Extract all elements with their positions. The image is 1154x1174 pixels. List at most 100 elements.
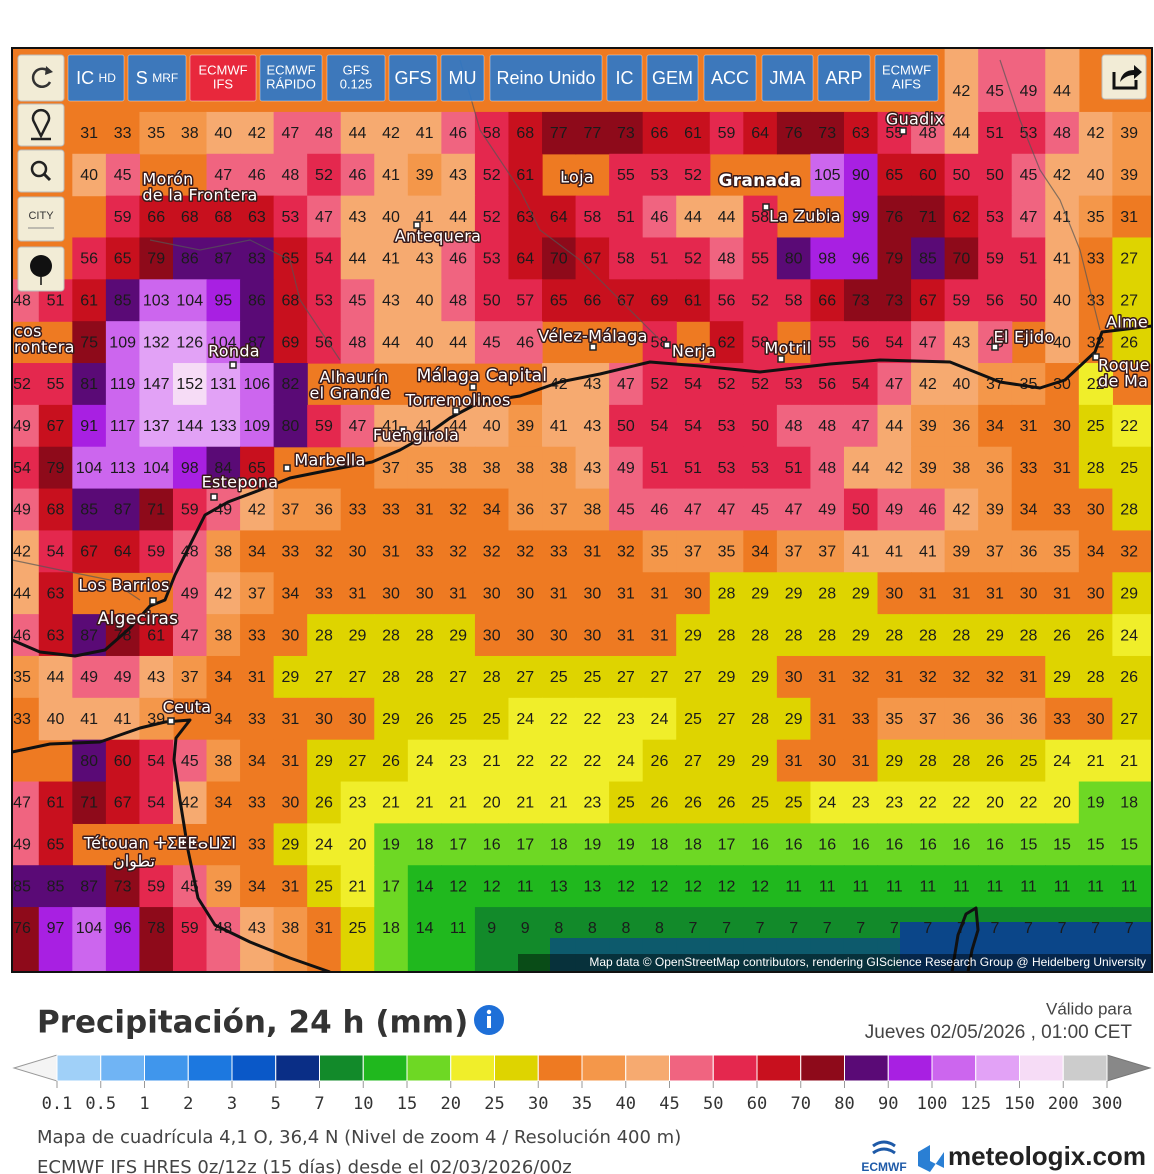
grid-cell <box>911 446 946 490</box>
legend-swatch <box>537 1054 583 1082</box>
grid-value: 65 <box>550 292 568 309</box>
grid-cell <box>676 865 711 908</box>
grid-value: 45 <box>349 292 367 309</box>
grid-value: 21 <box>382 795 400 812</box>
grid-cell <box>877 279 912 322</box>
grid-cell <box>172 404 208 448</box>
grid-cell <box>776 823 812 866</box>
model-button[interactable]: IC HD <box>67 54 125 102</box>
grid-value: 7 <box>789 920 798 937</box>
grid-value: 21 <box>516 795 534 812</box>
grid-cell <box>12 404 40 448</box>
grid-value: 41 <box>852 544 870 561</box>
grid-cell <box>978 279 1013 322</box>
grid-value: 47 <box>885 376 903 393</box>
grid-cell <box>206 530 241 573</box>
grid-cell <box>307 195 342 239</box>
info-button[interactable] <box>474 1005 504 1035</box>
grid-value: 34 <box>214 795 232 812</box>
grid-value: 32 <box>1120 544 1138 561</box>
share-button[interactable] <box>1101 54 1147 100</box>
grid-value: 35 <box>1087 209 1105 226</box>
grid-value: 34 <box>248 544 266 561</box>
grid-value: 39 <box>986 502 1004 519</box>
grid-value: 83 <box>248 251 266 268</box>
grid-value: 79 <box>147 251 165 268</box>
grid-cell <box>1078 823 1113 866</box>
legend-label: 0.5 <box>85 1094 116 1114</box>
model-button[interactable]: Reino Unido <box>489 54 603 102</box>
location-button[interactable] <box>17 103 65 147</box>
city-toggle: CITY <box>28 210 54 222</box>
model-button[interactable]: JMA <box>761 54 814 102</box>
grid-value: 48 <box>718 251 736 268</box>
brand-logo[interactable]: meteologix.com <box>918 1141 1146 1172</box>
grid-value: 31 <box>382 544 400 561</box>
grid-cell <box>72 488 107 532</box>
grid-value: 43 <box>583 460 601 477</box>
grid-value: 27 <box>516 669 534 686</box>
grid-value: 54 <box>147 795 165 812</box>
grid-value: 24 <box>1053 753 1071 770</box>
grid-value: 25 <box>349 920 367 937</box>
grid-cell <box>273 237 308 280</box>
model-button[interactable]: IC <box>606 54 643 102</box>
grid-value: 28 <box>953 627 971 644</box>
model-button[interactable]: MU <box>440 54 485 102</box>
grid-value: 53 <box>718 460 736 477</box>
grid-value: 32 <box>986 669 1004 686</box>
grid-cell <box>676 614 711 657</box>
grid-value: 25 <box>483 711 501 728</box>
legend-swatch <box>275 1054 320 1082</box>
grid-value: 65 <box>282 251 300 268</box>
grid-cell <box>743 195 778 239</box>
grid-value: 37 <box>986 544 1004 561</box>
grid-cell <box>642 279 677 322</box>
grid-value: 40 <box>1053 334 1071 351</box>
refresh-button[interactable] <box>17 54 65 102</box>
grid-value: 11 <box>987 878 1004 895</box>
grid-value: 67 <box>617 292 635 309</box>
grid-value: 39 <box>919 418 937 435</box>
zoom-button[interactable] <box>17 149 65 193</box>
grid-value: 59 <box>181 920 199 937</box>
grid-value: 79 <box>47 460 65 477</box>
city-dot <box>899 127 907 135</box>
grid-value: 42 <box>1053 167 1071 184</box>
place-label: de la Frontera <box>142 186 257 205</box>
grid-cell <box>709 572 744 615</box>
grid-cell <box>340 488 375 532</box>
grid-cell <box>12 572 40 615</box>
grid-cell <box>105 907 141 972</box>
grid-value: 28 <box>1087 460 1105 477</box>
model-button[interactable]: S MRF <box>127 54 187 102</box>
grid-cell <box>206 697 241 741</box>
grid-value: 31 <box>550 585 568 602</box>
model-button[interactable]: GFS <box>388 54 438 102</box>
grid-cell <box>810 614 845 657</box>
grid-value: 46 <box>651 209 669 226</box>
city-button[interactable]: CITY <box>17 196 65 242</box>
grid-cell <box>508 404 543 448</box>
city-dot <box>663 341 671 349</box>
grid-cell <box>508 321 543 364</box>
marker-button[interactable] <box>17 246 65 292</box>
grid-cell <box>642 195 677 239</box>
grid-value: 22 <box>583 753 601 770</box>
grid-value: 18 <box>651 837 669 854</box>
grid-cell <box>1011 530 1046 573</box>
model-button[interactable]: ARP <box>817 54 871 102</box>
model-button[interactable]: ACC <box>703 54 757 102</box>
grid-value: 18 <box>416 837 434 854</box>
grid-cell <box>877 865 912 908</box>
grid-value: 36 <box>1020 544 1038 561</box>
model-button[interactable]: GEM <box>646 54 699 102</box>
grid-cell <box>240 195 275 239</box>
grid-cell <box>38 655 73 699</box>
grid-value: 81 <box>80 376 98 393</box>
